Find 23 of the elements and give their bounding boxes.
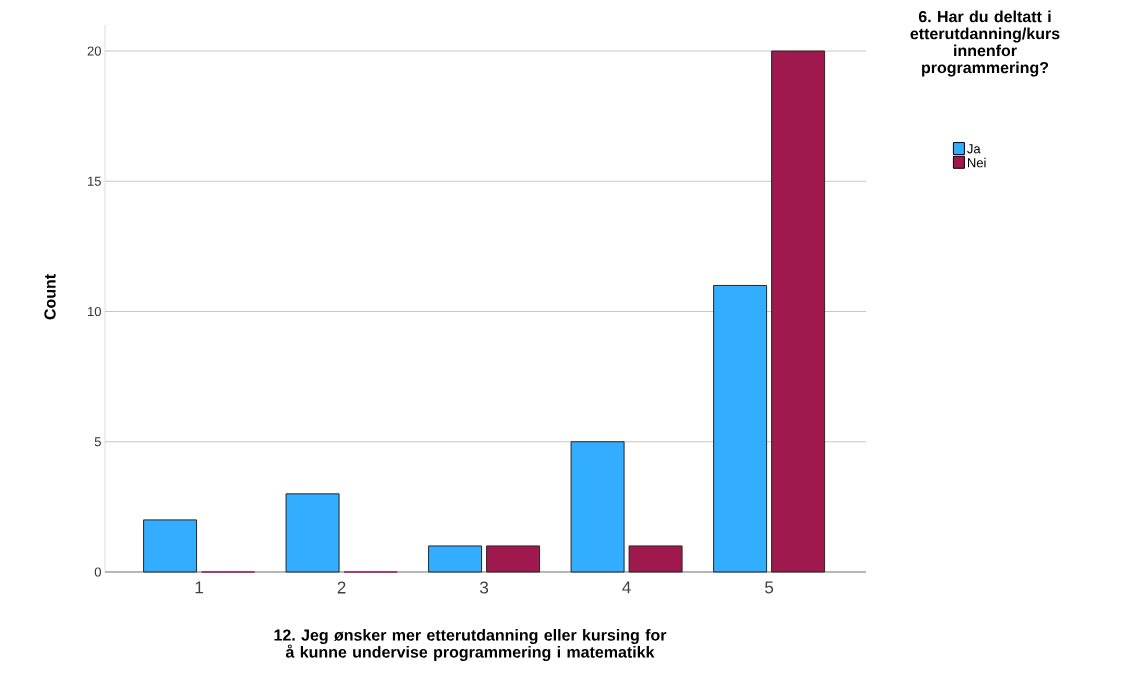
legend-title: 6. Har du deltatt i etterutdanning/kurs innenfor programmering? (910, 10, 1060, 77)
y-tick-label: 15 (88, 176, 101, 186)
legend-label: Ja (967, 144, 981, 154)
x-tick-label: 2 (337, 581, 346, 594)
bar (285, 493, 340, 573)
bar (428, 545, 483, 573)
x-tick-label: 5 (765, 581, 774, 594)
x-tick-label: 1 (195, 581, 203, 594)
x-axis-title: 12. Jeg ønsker mer etterutdanning eller kursing for å kunne undervise programmering i matematikk (274, 629, 667, 661)
y-tick-label: 0 (94, 567, 101, 577)
y-tick-label: 5 (94, 437, 101, 447)
x-tick-label: 4 (622, 581, 631, 594)
bar (486, 545, 541, 573)
y-axis-title: Count (44, 274, 56, 320)
bar (570, 441, 625, 573)
y-tick-label: 20 (87, 46, 101, 56)
bar (143, 519, 198, 573)
y-tick-label: 10 (88, 306, 101, 317)
bar (713, 284, 768, 573)
bar (771, 50, 826, 573)
legend-label: Nei (967, 157, 986, 168)
x-tick-label: 3 (480, 581, 489, 594)
bar (628, 545, 683, 573)
